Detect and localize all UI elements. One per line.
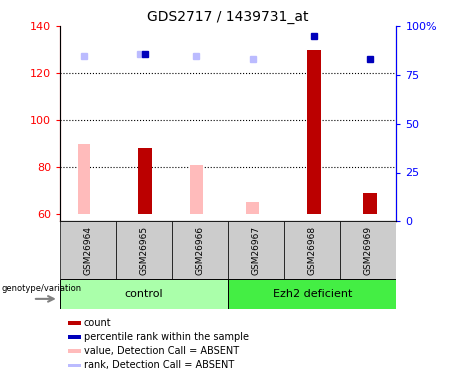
Bar: [78, 144, 90, 214]
Text: GSM26968: GSM26968: [308, 226, 317, 275]
Text: percentile rank within the sample: percentile rank within the sample: [83, 332, 248, 342]
FancyBboxPatch shape: [284, 221, 340, 279]
Bar: [307, 50, 321, 214]
Bar: [246, 202, 259, 214]
Text: GSM26969: GSM26969: [364, 226, 373, 275]
Title: GDS2717 / 1439731_at: GDS2717 / 1439731_at: [148, 10, 309, 24]
Text: rank, Detection Call = ABSENT: rank, Detection Call = ABSENT: [83, 360, 234, 370]
Text: control: control: [125, 290, 163, 299]
Bar: [363, 193, 377, 214]
Text: GSM26967: GSM26967: [252, 226, 261, 275]
Bar: [68, 321, 81, 325]
Bar: [190, 165, 203, 214]
Bar: [68, 349, 81, 352]
FancyBboxPatch shape: [60, 279, 228, 309]
FancyBboxPatch shape: [228, 279, 396, 309]
Bar: [68, 363, 81, 368]
FancyBboxPatch shape: [228, 221, 284, 279]
FancyBboxPatch shape: [60, 221, 116, 279]
Text: GSM26965: GSM26965: [140, 226, 148, 275]
FancyBboxPatch shape: [172, 221, 228, 279]
Text: GSM26964: GSM26964: [83, 226, 93, 275]
FancyBboxPatch shape: [116, 221, 172, 279]
Text: GSM26966: GSM26966: [195, 226, 205, 275]
Text: count: count: [83, 318, 111, 328]
Text: genotype/variation: genotype/variation: [1, 284, 81, 293]
Bar: [68, 335, 81, 339]
FancyBboxPatch shape: [340, 221, 396, 279]
Text: Ezh2 deficient: Ezh2 deficient: [272, 290, 352, 299]
Text: value, Detection Call = ABSENT: value, Detection Call = ABSENT: [83, 346, 239, 356]
Bar: [138, 148, 153, 214]
